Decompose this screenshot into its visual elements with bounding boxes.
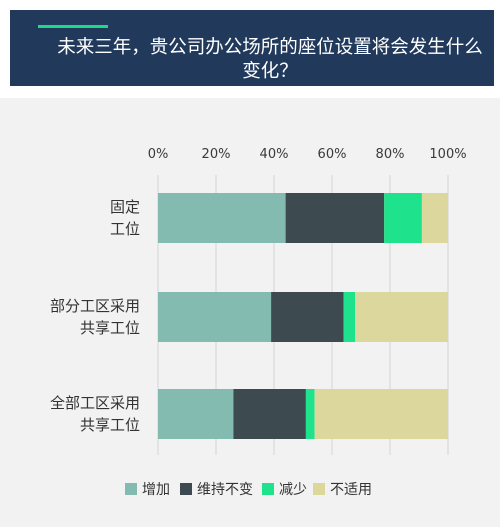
bar-segment: [158, 193, 286, 243]
category-label: 固定工位: [110, 198, 140, 238]
bar-segment: [305, 389, 315, 439]
bar-segment: [158, 389, 234, 439]
legend-item: 增加: [125, 482, 170, 498]
legend-label: 减少: [279, 482, 307, 498]
legend-swatch: [262, 483, 274, 495]
legend-item: 减少: [262, 482, 307, 498]
category-label: 部分工区采用共享工位: [50, 297, 140, 337]
x-tick-label: 20%: [202, 147, 231, 162]
title-banner: 未来三年，贵公司办公场所的座位设置将会发生什么变化？: [10, 10, 494, 86]
x-tick-label: 60%: [318, 147, 347, 162]
title-accent-line: [38, 25, 108, 28]
bar-segment: [158, 292, 272, 342]
x-tick-label: 100%: [429, 147, 466, 162]
legend-item: 维持不变: [180, 482, 253, 498]
bar-segment: [271, 292, 344, 342]
chart-title: 未来三年，贵公司办公场所的座位设置将会发生什么变化？: [57, 37, 483, 82]
x-tick-label: 0%: [148, 147, 169, 162]
x-tick-label: 40%: [260, 147, 289, 162]
bar-segment: [384, 193, 422, 243]
category-label: 全部工区采用共享工位: [50, 394, 140, 434]
bar-segment: [421, 193, 448, 243]
legend-label: 不适用: [330, 482, 372, 498]
legend-swatch: [125, 483, 137, 495]
legend-item: 不适用: [313, 482, 372, 498]
legend-label: 维持不变: [197, 482, 253, 498]
legend-swatch: [313, 483, 325, 495]
bar-segment: [343, 292, 356, 342]
bar-segment: [355, 292, 448, 342]
bar-segment: [314, 389, 448, 439]
legend-swatch: [180, 483, 192, 495]
bar-segment: [233, 389, 306, 439]
legend-label: 增加: [142, 482, 170, 498]
bar-segment: [285, 193, 385, 243]
x-tick-label: 80%: [376, 147, 405, 162]
